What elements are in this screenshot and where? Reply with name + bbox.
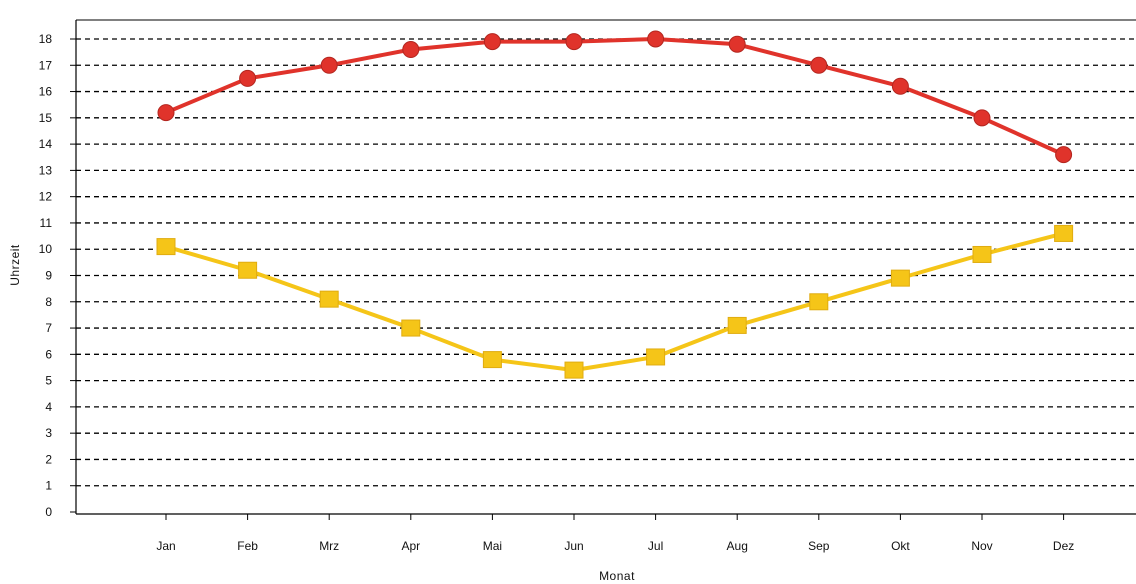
data-point [319, 290, 339, 308]
y-tick-label: 13 [39, 163, 53, 177]
data-point [972, 245, 992, 263]
x-tick-label: Apr [401, 539, 420, 553]
x-tick-label: Mrz [319, 539, 339, 553]
data-point [727, 316, 747, 334]
x-tick-label: Jun [564, 539, 583, 553]
y-tick-label: 2 [45, 452, 52, 466]
data-point [238, 261, 258, 279]
data-point [809, 293, 829, 311]
y-tick-label: 5 [45, 374, 52, 388]
data-point [646, 348, 666, 366]
series-2 [156, 224, 1074, 379]
data-point [810, 56, 828, 74]
y-tick-label: 18 [39, 32, 53, 46]
y-tick-label: 17 [39, 58, 53, 72]
y-axis-title: Uhrzeit [8, 244, 22, 286]
y-tick-label: 8 [45, 295, 52, 309]
y-tick-label: 15 [39, 111, 53, 125]
y-tick-label: 9 [45, 269, 52, 283]
data-point [728, 35, 746, 53]
data-point [890, 269, 910, 287]
data-point [482, 351, 502, 369]
x-axis-title: Monat [599, 569, 635, 583]
data-point [1055, 146, 1073, 164]
series-line [164, 37, 1066, 157]
data-point [973, 109, 991, 127]
data-point [564, 361, 584, 379]
y-tick-label: 11 [40, 216, 53, 230]
axes [70, 19, 1136, 520]
x-tick-label: Nov [971, 539, 992, 553]
x-tick-label: Sep [808, 539, 830, 553]
data-point [320, 56, 338, 74]
data-point [157, 104, 175, 122]
data-point [647, 30, 665, 48]
data-point [402, 41, 420, 59]
data-point [156, 238, 176, 256]
data-point [891, 77, 909, 95]
y-tick-label: 10 [39, 242, 53, 256]
y-tick-label: 0 [45, 505, 52, 519]
x-tick-label: Feb [237, 539, 258, 553]
gridlines [76, 38, 1136, 487]
series-lines [156, 30, 1074, 379]
x-tick-label: Mai [483, 539, 502, 553]
x-tick-label: Okt [891, 539, 910, 553]
x-tick-label: Dez [1053, 539, 1074, 553]
y-tick-label: 7 [45, 321, 52, 335]
data-point [565, 33, 583, 51]
x-tick-label: Jan [156, 539, 175, 553]
y-tick-label: 14 [39, 137, 53, 151]
data-point [1054, 224, 1074, 242]
data-point [239, 69, 257, 87]
x-tick-label: Jul [648, 539, 663, 553]
y-tick-label: 4 [45, 400, 52, 414]
data-point [401, 319, 421, 337]
x-tick-label: Aug [727, 539, 748, 553]
series-line [164, 231, 1066, 373]
y-tick-label: 1 [45, 479, 52, 493]
data-point [483, 33, 501, 51]
y-tick-label: 3 [45, 426, 52, 440]
y-tick-label: 12 [39, 190, 53, 204]
series-1 [157, 30, 1073, 164]
y-tick-label: 16 [39, 85, 53, 99]
y-tick-label: 6 [45, 347, 52, 361]
